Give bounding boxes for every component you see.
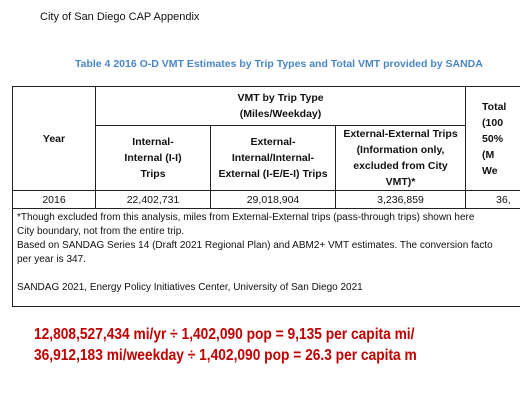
- column-header-line: Internal/Internal-: [231, 152, 315, 164]
- annotation-line: 36,912,183 mi/weekday ÷ 1,402,090 pop = …: [34, 347, 417, 364]
- table-caption: Table 4 2016 O-D VMT Estimates by Trip T…: [75, 58, 483, 70]
- annotation-line: 12,808,527,434 mi/yr ÷ 1,402,090 pop = 9…: [34, 326, 415, 343]
- column-header-line: VMT)*: [385, 176, 416, 188]
- table-cell: 29,018,904: [210, 190, 336, 209]
- note-line: *Though excluded from this analysis, mil…: [17, 212, 475, 223]
- note-line: Based on SANDAG Series 14 (Draft 2021 Re…: [17, 240, 493, 251]
- group-header-line: (Miles/Weekday): [239, 108, 322, 120]
- table-notes: *Though excluded from this analysis, mil…: [12, 208, 520, 307]
- table-cell: 22,402,731: [95, 190, 211, 209]
- column-header-line: excluded from City: [353, 160, 448, 172]
- column-header-line: External (I-E/E-I) Trips: [218, 168, 328, 180]
- annotations: 12,808,527,434 mi/yr ÷ 1,402,090 pop = 9…: [34, 324, 417, 366]
- column-header-line: Internal (I-I): [124, 152, 182, 164]
- total-header-line: We: [482, 164, 498, 177]
- year-header: Year: [12, 86, 96, 191]
- total-header-line: (100: [482, 116, 504, 129]
- note-line: [17, 267, 520, 281]
- column-header-line: External-External Trips: [343, 128, 458, 140]
- running-title: City of San Diego CAP Appendix: [40, 11, 200, 23]
- column-header-line: Internal-: [132, 136, 174, 148]
- total-header: Total (100 50% (M We: [465, 86, 520, 191]
- column-header-line: Trips: [140, 168, 166, 180]
- total-header-line: Total: [482, 100, 507, 113]
- column-header: External-External Trips (Information only…: [334, 125, 467, 191]
- column-header: External- Internal/Internal- External (I-E…: [210, 125, 336, 191]
- total-header-line: (M: [482, 148, 495, 161]
- column-header: Internal- Internal (I-I) Trips: [95, 125, 211, 191]
- column-header-line: (Information only,: [356, 144, 445, 156]
- note-line: SANDAG 2021, Energy Policy Initiatives C…: [17, 282, 363, 293]
- group-header: VMT by Trip Type (Miles/Weekday): [94, 86, 467, 126]
- note-line: per year is 347.: [17, 254, 86, 265]
- group-header-line: VMT by Trip Type: [237, 92, 324, 104]
- table-cell: 36,: [465, 190, 520, 209]
- table-cell: 3,236,859: [334, 190, 467, 209]
- vmt-table: Year VMT by Trip Type (Miles/Weekday) Tot…: [12, 86, 520, 307]
- table-container: Year VMT by Trip Type (Miles/Weekday) Tot…: [12, 86, 520, 308]
- column-header-line: External-: [250, 136, 296, 148]
- note-line: City boundary, not from the entire trip.: [17, 226, 185, 237]
- table-cell: 2016: [12, 190, 96, 209]
- total-header-line: 50%: [482, 132, 504, 145]
